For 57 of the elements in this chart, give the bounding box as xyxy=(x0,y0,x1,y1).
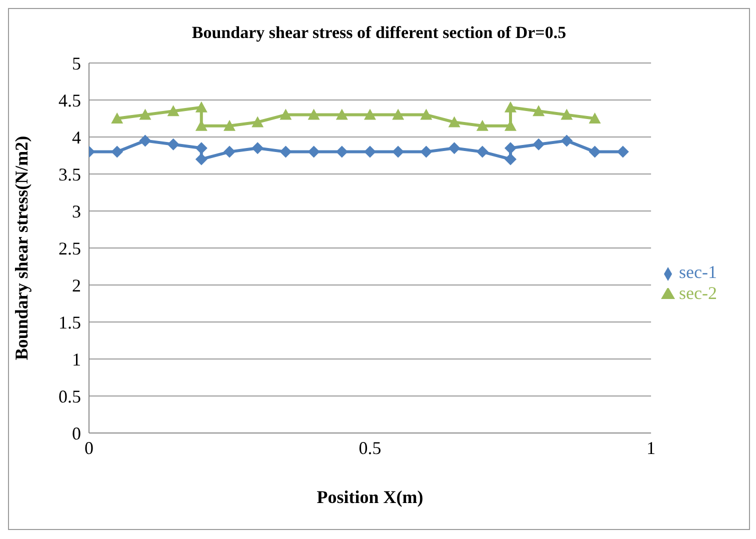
point xyxy=(224,120,236,131)
point xyxy=(392,146,404,158)
point xyxy=(195,101,208,112)
y-tick-label: 0.5 xyxy=(58,386,81,406)
legend-label: sec-2 xyxy=(679,283,717,303)
point xyxy=(616,146,629,158)
point xyxy=(195,142,208,154)
point xyxy=(280,108,292,120)
x-tick-label: 1 xyxy=(646,438,656,458)
y-tick-label: 1 xyxy=(72,349,81,370)
point xyxy=(588,112,601,124)
point xyxy=(420,146,432,158)
y-tick-label: 0 xyxy=(72,423,81,444)
point xyxy=(448,116,460,128)
point xyxy=(139,134,152,147)
point xyxy=(392,108,404,120)
point xyxy=(364,108,376,120)
y-tick-label: 2 xyxy=(72,275,81,296)
point xyxy=(111,112,124,124)
point xyxy=(504,101,517,112)
point xyxy=(504,153,517,166)
x-tick-label: 0.5 xyxy=(358,438,382,458)
point xyxy=(280,146,292,158)
point xyxy=(308,108,320,120)
y-tick-label: 2.5 xyxy=(58,238,81,258)
point xyxy=(532,138,545,150)
point xyxy=(336,146,348,158)
x-tick-label: 0 xyxy=(84,438,94,458)
chart-title: Boundary shear stress of different section of Dr=0.5 xyxy=(190,23,568,43)
y-tick-label: 5 xyxy=(72,53,81,74)
point xyxy=(252,142,264,154)
point xyxy=(336,108,348,120)
y-tick-label: 3 xyxy=(72,201,81,222)
point xyxy=(420,108,432,120)
point xyxy=(364,146,376,158)
point xyxy=(448,142,460,154)
point xyxy=(308,146,320,158)
y-axis-title: Boundary shear stress(N/m2) xyxy=(11,136,32,360)
y-tick-label: 3.5 xyxy=(58,164,81,184)
point xyxy=(588,146,601,158)
x-axis-title: Position X(m) xyxy=(316,487,424,507)
y-tick-label: 4.5 xyxy=(58,90,81,110)
legend-label: sec-1 xyxy=(679,262,717,282)
y-tick-label: 4 xyxy=(72,127,81,148)
point xyxy=(252,116,264,128)
point xyxy=(560,108,573,120)
point xyxy=(167,105,180,116)
point xyxy=(560,134,573,147)
y-tick-label: 1.5 xyxy=(58,312,81,332)
point xyxy=(224,146,236,158)
point xyxy=(532,105,545,116)
point xyxy=(476,146,488,158)
point xyxy=(167,138,180,150)
point xyxy=(476,120,488,131)
point xyxy=(111,146,124,158)
point xyxy=(139,108,152,120)
point xyxy=(195,153,208,166)
